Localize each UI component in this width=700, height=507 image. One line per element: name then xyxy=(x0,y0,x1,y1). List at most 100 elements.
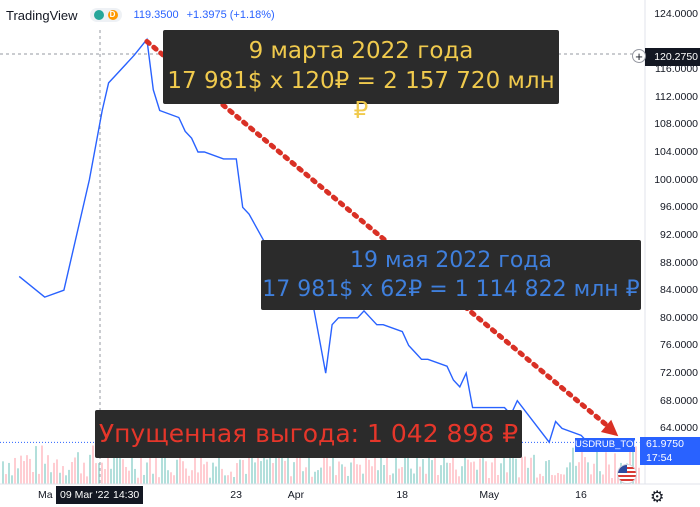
volume-bar xyxy=(71,461,73,484)
volume-bar xyxy=(527,467,529,484)
delayed-data-badge: D xyxy=(107,10,118,20)
volume-bar xyxy=(254,462,256,484)
market-status[interactable]: D xyxy=(89,8,122,22)
volume-bar xyxy=(539,473,541,484)
volume-bar xyxy=(23,461,25,484)
volume-bar xyxy=(326,449,328,484)
volume-bar xyxy=(614,453,616,484)
volume-bar xyxy=(269,456,271,484)
volume-bar xyxy=(206,461,208,484)
volume-bar xyxy=(224,475,226,484)
volume-bar xyxy=(386,450,388,484)
volume-bar xyxy=(47,455,49,484)
volume-bar xyxy=(140,458,142,484)
volume-bar xyxy=(230,471,232,484)
volume-bar xyxy=(305,467,307,484)
volume-bar xyxy=(155,447,157,484)
volume-bar xyxy=(17,468,19,484)
volume-bar xyxy=(32,472,34,484)
volume-bar xyxy=(317,470,319,484)
volume-bar xyxy=(593,463,595,484)
volume-bar xyxy=(572,447,574,484)
volume-bar xyxy=(266,459,268,484)
volume-bar xyxy=(332,447,334,484)
volume-bar xyxy=(212,462,214,484)
volume-bar xyxy=(377,470,379,484)
gear-icon[interactable]: ⚙ xyxy=(650,489,665,506)
volume-bar xyxy=(398,468,400,484)
volume-bar xyxy=(74,457,76,484)
plus-icon[interactable]: + xyxy=(632,49,646,64)
volume-bar xyxy=(53,462,55,484)
volume-bar xyxy=(167,470,169,484)
market-open-icon xyxy=(93,10,104,20)
crosshair-time-label: 14:30 xyxy=(109,486,144,504)
volume-bar xyxy=(113,448,115,484)
volume-bar xyxy=(62,466,64,484)
trend-arrow-head xyxy=(600,419,619,437)
volume-bar xyxy=(584,457,586,484)
volume-bar xyxy=(611,477,613,484)
volume-bar xyxy=(524,456,526,484)
volume-bar xyxy=(218,453,220,484)
volume-bar xyxy=(464,450,466,484)
annotation-march: 9 марта 2022 года 17 981$ x 120₽ = 2 157… xyxy=(163,30,559,124)
volume-bar xyxy=(368,459,370,484)
volume-bar xyxy=(575,465,577,484)
x-tick-label: 18 xyxy=(396,489,408,501)
volume-bar xyxy=(410,468,412,484)
volume-bar xyxy=(260,461,262,484)
volume-bar xyxy=(80,473,82,484)
volume-bar xyxy=(356,464,358,484)
volume-bar xyxy=(605,452,607,484)
volume-bar xyxy=(38,473,40,484)
volume-bar xyxy=(188,475,190,484)
volume-bar xyxy=(638,467,640,484)
volume-bar xyxy=(416,445,418,484)
volume-bar xyxy=(299,454,301,484)
annotation-lost-profit: Упущенная выгода: 1 042 898 ₽ xyxy=(95,410,522,458)
volume-bar xyxy=(512,449,514,484)
volume-bar xyxy=(446,462,448,484)
volume-bar xyxy=(149,458,151,484)
volume-bar xyxy=(353,447,355,484)
volume-bar xyxy=(59,472,61,484)
volume-bar xyxy=(479,458,481,484)
x-tick-label: May xyxy=(479,489,500,501)
volume-bar xyxy=(2,461,4,484)
y-tick-label: 72.0000 xyxy=(660,367,698,380)
volume-bar xyxy=(107,452,109,484)
us-flag-icon[interactable] xyxy=(617,464,637,484)
volume-bar xyxy=(146,462,148,484)
volume-bar xyxy=(497,474,499,484)
volume-bar xyxy=(599,471,601,484)
x-label-first: Ma xyxy=(38,489,53,501)
volume-bar xyxy=(257,447,259,484)
volume-bar xyxy=(143,474,145,484)
tradingview-logo[interactable]: TradingView xyxy=(6,7,78,23)
volume-bar xyxy=(545,461,547,484)
last-price-value: 119.3500 xyxy=(133,9,179,21)
volume-bar xyxy=(413,473,415,484)
volume-bar xyxy=(566,467,568,484)
volume-bar xyxy=(50,472,52,484)
volume-bar xyxy=(194,451,196,484)
volume-bar xyxy=(500,463,502,484)
bar-countdown: 17:54 xyxy=(646,452,673,464)
volume-bar xyxy=(596,451,598,484)
volume-bar xyxy=(461,466,463,484)
volume-bar xyxy=(200,456,202,484)
volume-bar xyxy=(455,469,457,484)
volume-bar xyxy=(536,477,538,484)
volume-bar xyxy=(239,459,241,484)
volume-bar xyxy=(533,454,535,484)
volume-bar xyxy=(608,464,610,484)
volume-bar xyxy=(308,445,310,484)
volume-bar xyxy=(203,464,205,484)
volume-bar xyxy=(287,447,289,484)
y-tick-label: 124.0000 xyxy=(654,7,698,20)
volume-bar xyxy=(452,447,454,484)
volume-bar xyxy=(11,475,13,484)
volume-bar xyxy=(440,465,442,484)
